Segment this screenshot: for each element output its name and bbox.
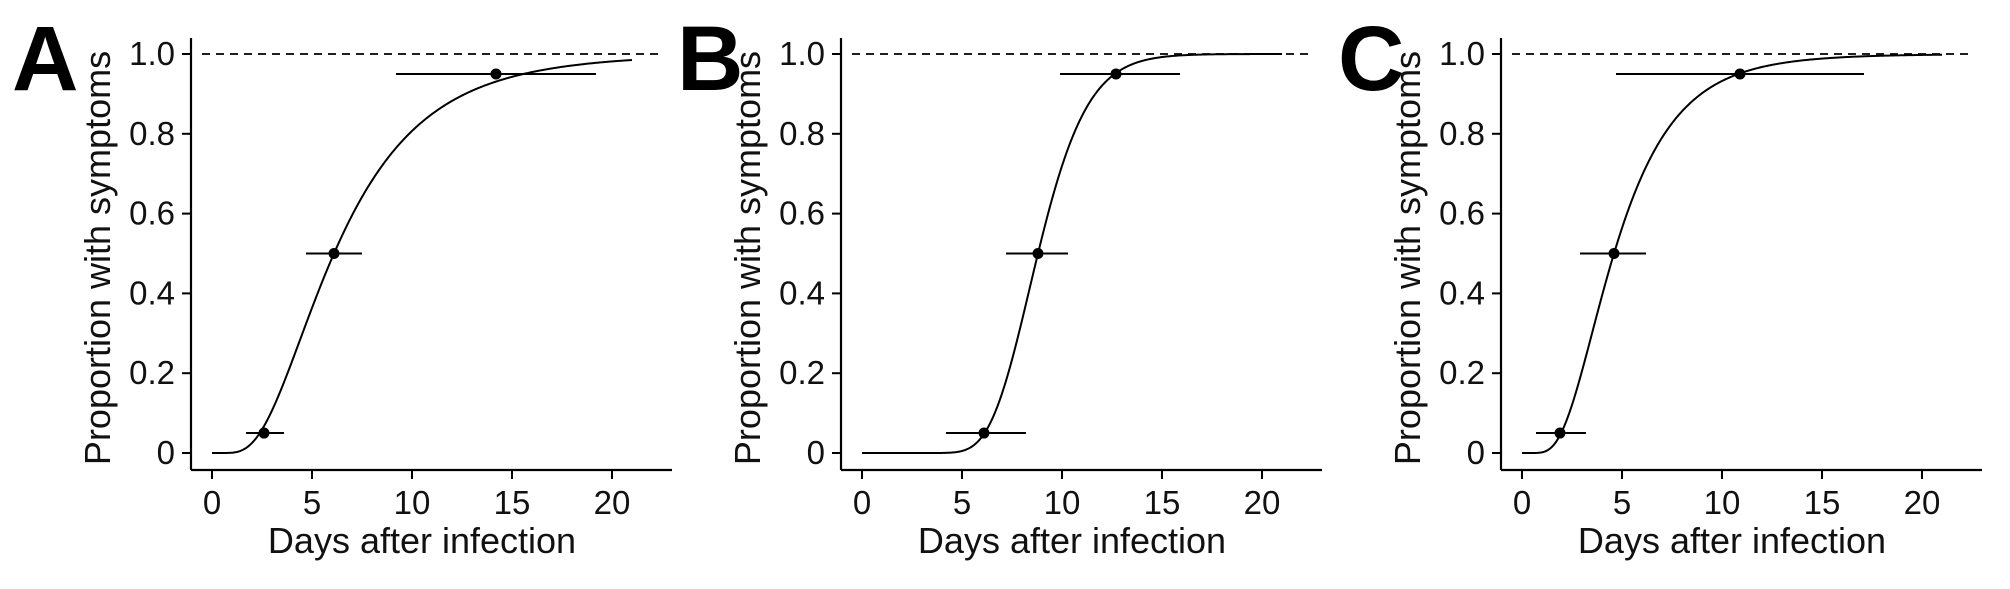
x-tick-label: 15 [1804,484,1841,521]
y-axis-title: Proportion with symptoms [727,51,768,465]
y-tick-label: 0 [807,434,825,471]
data-point [1554,427,1566,439]
y-tick-label: 1.0 [1439,35,1485,72]
panel-letter: A [12,8,78,110]
x-tick-label: 10 [394,484,431,521]
y-axis-title: Proportion with symptoms [77,51,118,465]
chart-panel-c: C 0 5 10 15 20 0 0.2 0.4 0.6 0.8 1.0 Days after infe… [1338,8,1982,561]
x-tick-label: 0 [853,484,871,521]
series-line [862,53,1282,454]
y-tick-label: 0.8 [1439,115,1485,152]
y-tick-label: 0.2 [779,354,825,391]
data-point [258,427,270,439]
y-tick-label: 0 [157,434,175,471]
data-point [328,248,340,259]
y-tick-label: 0.2 [129,354,175,391]
x-tick-label: 0 [203,484,221,521]
x-tick-label: 10 [1704,484,1741,521]
y-tick-label: 0.4 [129,274,175,311]
y-tick-label: 0.6 [779,195,825,232]
y-tick-label: 0 [1467,434,1485,471]
x-tick-label: 20 [594,484,631,521]
panel-letter: B [677,8,743,110]
x-tick-label: 5 [303,484,321,521]
y-tick-label: 1.0 [129,35,175,72]
y-tick-label: 1.0 [779,35,825,72]
panel-letter: C [1338,8,1404,110]
x-tick-label: 20 [1244,484,1281,521]
y-tick-label: 0.6 [1439,195,1485,232]
y-tick-label: 0.4 [1439,274,1485,311]
y-tick-label: 0.8 [779,115,825,152]
data-point [978,427,990,439]
series-line [212,59,633,454]
y-tick-label: 0.2 [1439,354,1485,391]
data-point [1032,248,1044,259]
x-tick-label: 15 [1144,484,1181,521]
x-tick-label: 20 [1904,484,1941,521]
x-tick-label: 10 [1044,484,1081,521]
y-tick-label: 0.4 [779,274,825,311]
y-tick-label: 0.6 [129,195,175,232]
x-tick-label: 0 [1513,484,1531,521]
data-point [490,68,502,80]
x-axis-title: Days after infection [1578,520,1886,561]
series-line [1522,53,1943,454]
data-point [1110,68,1122,80]
data-point [1734,68,1746,80]
y-axis-title: Proportion with symptoms [1387,51,1428,465]
data-point [1608,248,1620,259]
chart-panel-b: B 0 5 10 15 20 0 0.2 0.4 0.6 0.8 1.0 Days after infe… [677,8,1322,561]
y-tick-label: 0.8 [129,115,175,152]
chart-panel-a: A 0 5 10 15 20 0 0.2 0.4 0.6 0.8 1.0 Days after infe… [12,8,672,561]
x-axis-title: Days after infection [918,520,1226,561]
x-tick-label: 5 [1613,484,1631,521]
x-axis-title: Days after infection [268,520,576,561]
x-tick-label: 5 [953,484,971,521]
x-tick-label: 15 [494,484,531,521]
